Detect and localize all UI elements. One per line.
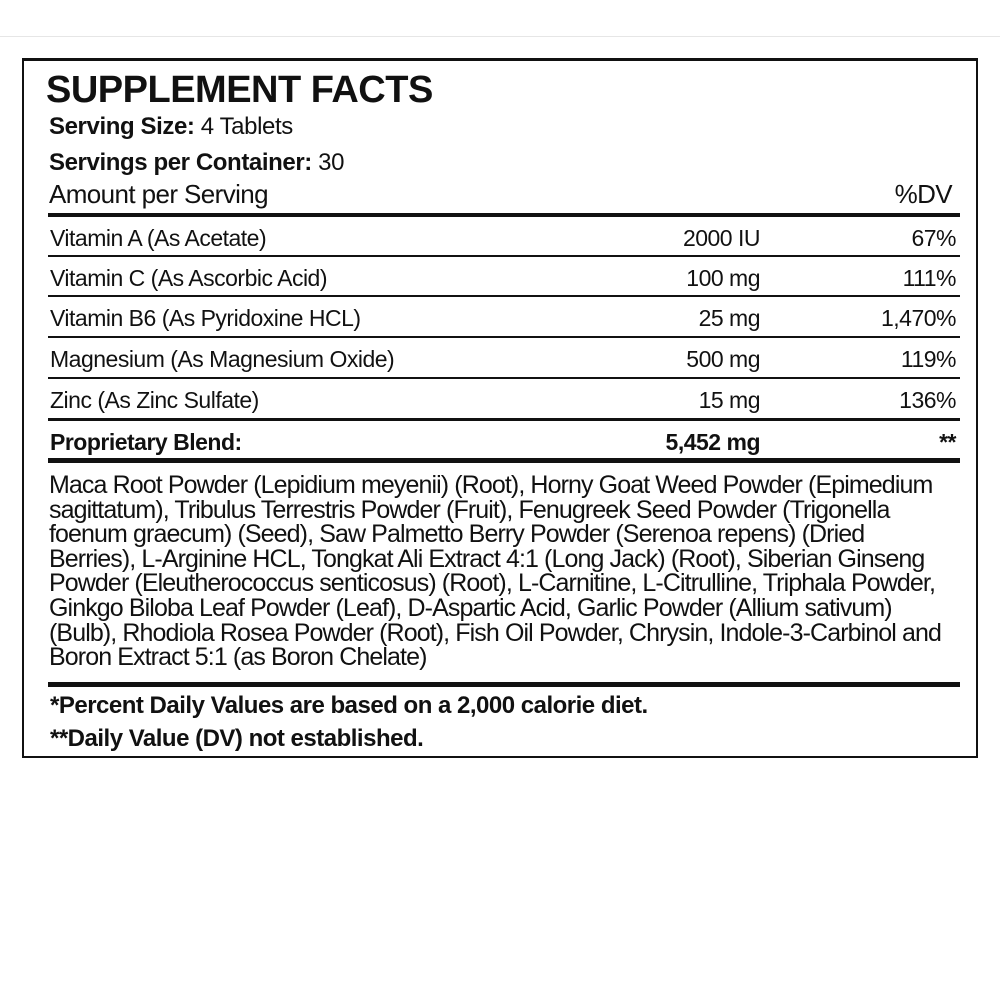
nutrient-row: Vitamin A (As Acetate) 2000 IU 67% [48, 217, 960, 257]
servings-per-container: Servings per Container: 30 [49, 149, 344, 177]
ingredients-line: Boron Extract 5:1 (as Boron Chelate) [49, 643, 427, 672]
row-rule [48, 377, 960, 379]
ingredients-line: Maca Root Powder (Lepidium meyenii) (Roo… [49, 471, 933, 499]
blend-amount: 5,452 mg [665, 429, 761, 455]
nutrient-amount: 25 mg [698, 305, 761, 331]
dv-header: %DV [894, 179, 953, 209]
blend-rule [48, 458, 960, 463]
nutrient-dv: 119% [900, 346, 957, 372]
serving-size-label: Serving Size: [49, 113, 195, 140]
nutrient-dv: 136% [899, 387, 956, 413]
nutrient-name: Zinc (As Zinc Sulfate) [50, 387, 259, 413]
ingredients-list: Maca Root Powder (Lepidium meyenii) (Roo… [49, 471, 942, 672]
nutrient-amount: 15 mg [698, 387, 761, 413]
blend-dv: ** [939, 429, 956, 455]
footnote-dv: *Percent Daily Values are based on a 2,0… [50, 692, 648, 719]
header-rule [48, 213, 960, 217]
row-rule [48, 295, 960, 297]
nutrient-amount: 2000 IU [682, 225, 761, 251]
ingredients-line: Powder (Eleutherococcus senticosus) (Roo… [49, 569, 936, 598]
panel-title: SUPPLEMENT FACTS [46, 69, 433, 111]
servings-value: 30 [318, 149, 345, 176]
nutrient-row: Magnesium (As Magnesium Oxide) 500 mg 11… [48, 338, 960, 378]
nutrient-name: Vitamin A (As Acetate) [50, 225, 267, 251]
ingredients-line: foenum graecum) (Seed), Saw Palmetto Ber… [49, 520, 865, 549]
ingredients-line: (Bulb), Rhodiola Rosea Powder (Root), Fi… [49, 618, 942, 647]
blend-name: Proprietary Blend: [50, 429, 242, 455]
servings-label: Servings per Container: [49, 149, 312, 176]
nutrient-amount: 500 mg [686, 346, 760, 372]
nutrient-name: Vitamin B6 (As Pyridoxine HCL) [50, 305, 361, 331]
nutrient-name: Vitamin C (As Ascorbic Acid) [50, 265, 328, 291]
row-rule [48, 336, 960, 338]
serving-size: Serving Size: 4 Tablets [49, 113, 293, 141]
nutrient-dv: 111% [902, 265, 957, 291]
ingredients-line: Berries), L-Arginine HCL, Tongkat Ali Ex… [49, 544, 925, 573]
nutrient-row: Vitamin C (As Ascorbic Acid) 100 mg 111% [48, 257, 960, 297]
amount-header: Amount per Serving [49, 179, 269, 209]
footnote-rule [48, 682, 960, 687]
serving-size-value: 4 Tablets [200, 113, 293, 140]
nutrient-row: Vitamin B6 (As Pyridoxine HCL) 25 mg 1,4… [48, 297, 960, 337]
nutrient-dv: 67% [911, 225, 956, 251]
footnote-not-established: **Daily Value (DV) not established. [50, 725, 424, 752]
ingredients-line: Ginkgo Biloba Leaf Powder (Leaf), D-Aspa… [49, 593, 893, 622]
supplement-facts-panel: SUPPLEMENT FACTS Serving Size: 4 Tablets… [22, 58, 978, 758]
nutrient-dv: 1,470% [880, 305, 957, 331]
nutrient-name: Magnesium (As Magnesium Oxide) [50, 346, 395, 372]
row-rule [48, 255, 960, 257]
nutrient-row: Zinc (As Zinc Sulfate) 15 mg 136% [48, 379, 960, 419]
row-rule [48, 418, 960, 421]
ingredients-line: sagittatum), Tribulus Terrestris Powder … [49, 495, 890, 524]
proprietary-blend-row: Proprietary Blend: 5,452 mg ** [48, 421, 960, 461]
nutrient-amount: 100 mg [686, 265, 760, 291]
top-divider [0, 36, 1000, 37]
